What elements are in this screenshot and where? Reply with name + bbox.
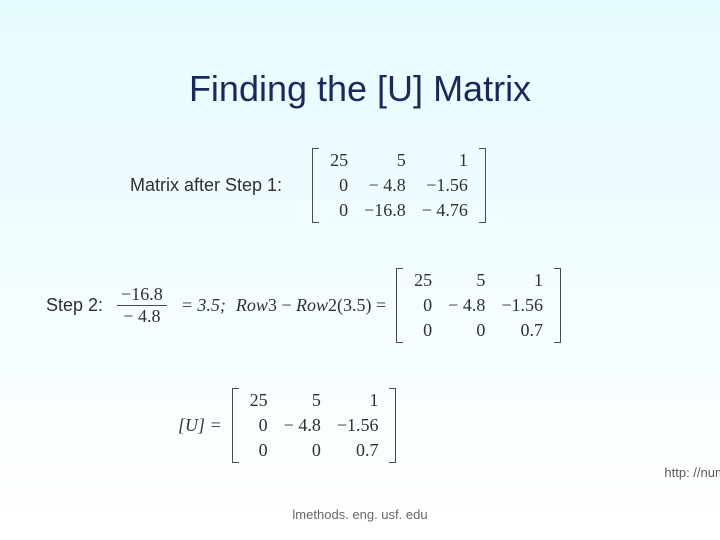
- footer-right: http: //numerica: [664, 465, 720, 480]
- result-matrix: 2551 0− 4.8−1.56 000.7: [232, 388, 397, 463]
- footer-mid: lmethods. eng. usf. edu: [0, 507, 720, 522]
- result-row: [U] = 2551 0− 4.8−1.56 000.7: [178, 388, 396, 463]
- step1-row: Matrix after Step 1: 2551 0− 4.8−1.56 0−…: [130, 148, 486, 223]
- step1-matrix: 2551 0− 4.8−1.56 0−16.8− 4.76: [312, 148, 486, 223]
- step2-row: Step 2: −16.8 − 4.8 = 3.5; Row3 − Row2(3…: [46, 268, 561, 343]
- step2-frac-result: = 3.5;: [181, 295, 226, 316]
- step2-op: Row3 − Row2(3.5) =: [236, 295, 386, 316]
- step2-label: Step 2:: [46, 295, 103, 316]
- step2-matrix: 2551 0− 4.8−1.56 000.7: [396, 268, 561, 343]
- page-title: Finding the [U] Matrix: [0, 68, 720, 110]
- step2-fraction: −16.8 − 4.8: [113, 284, 171, 327]
- result-lhs: [U] =: [178, 415, 222, 436]
- step1-label: Matrix after Step 1:: [130, 175, 282, 196]
